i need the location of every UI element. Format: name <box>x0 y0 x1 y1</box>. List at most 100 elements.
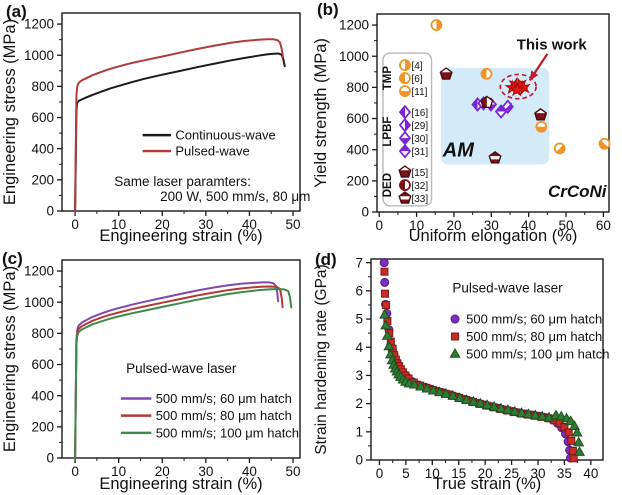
svg-text:[4]: [4] <box>411 61 422 72</box>
svg-text:5: 5 <box>402 466 410 481</box>
svg-text:40: 40 <box>242 217 257 232</box>
svg-text:20: 20 <box>155 464 170 479</box>
svg-text:Strain hardening rate (GPa): Strain hardening rate (GPa) <box>313 264 330 454</box>
panel-b-label: (b) <box>317 0 339 19</box>
svg-text:1200: 1200 <box>339 18 369 33</box>
svg-text:Pulsed-wave laser: Pulsed-wave laser <box>452 280 563 295</box>
svg-text:Engineering strain (%): Engineering strain (%) <box>99 227 262 245</box>
svg-text:500 mm/s; 100 μm hatch: 500 mm/s; 100 μm hatch <box>466 347 609 362</box>
svg-text:6: 6 <box>355 283 363 298</box>
svg-text:AM: AM <box>442 140 475 162</box>
chart-a-stress-strain: 0 10 20 30 40 50 0 200 400 600 800 1000 1200 Same las… <box>1 12 310 245</box>
svg-text:200: 200 <box>346 173 369 188</box>
svg-text:[32]: [32] <box>411 181 428 192</box>
svg-text:500 mm/s; 60 μm hatch: 500 mm/s; 60 μm hatch <box>466 312 602 327</box>
svg-text:2: 2 <box>355 396 363 411</box>
panel-d-label: (d) <box>315 250 337 269</box>
svg-text:50: 50 <box>286 464 301 479</box>
svg-text:200: 200 <box>31 419 54 434</box>
svg-text:500 mm/s; 100 μm hatch: 500 mm/s; 100 μm hatch <box>156 425 299 440</box>
svg-text:1200: 1200 <box>24 17 54 32</box>
svg-text:Engineering stress (MPa): Engineering stress (MPa) <box>1 19 19 205</box>
svg-text:Engineering strain (%): Engineering strain (%) <box>99 475 262 493</box>
chart-d-strain-hardening: 0 5 10 15 20 25 30 35 40 0 1 2 3 4 5 6 7 Pulsed-wave lase… <box>313 255 609 493</box>
svg-text:[16]: [16] <box>411 108 428 119</box>
svg-text:[15]: [15] <box>411 168 428 179</box>
svg-text:400: 400 <box>31 141 54 156</box>
svg-text:1200: 1200 <box>24 264 54 279</box>
svg-text:[11]: [11] <box>411 87 427 98</box>
svg-text:10: 10 <box>425 466 440 481</box>
svg-text:30: 30 <box>484 218 499 233</box>
svg-text:20: 20 <box>478 466 493 481</box>
svg-text:500 mm/s; 80 μm hatch: 500 mm/s; 80 μm hatch <box>466 329 602 344</box>
svg-text:0: 0 <box>71 217 79 232</box>
svg-text:[29]: [29] <box>411 121 428 132</box>
chart-c-stress-strain-hatch: 0 10 20 30 40 50 0 200 400 600 800 1000 1200 Pulsed-w… <box>1 259 301 493</box>
svg-text:TMP: TMP <box>382 66 394 91</box>
svg-text:40: 40 <box>583 466 598 481</box>
svg-text:35: 35 <box>557 466 572 481</box>
svg-text:0: 0 <box>46 451 54 466</box>
svg-text:200: 200 <box>31 172 54 187</box>
svg-text:500 mm/s; 80 μm hatch: 500 mm/s; 80 μm hatch <box>156 408 292 423</box>
svg-text:7: 7 <box>355 255 363 270</box>
svg-text:True strain (%): True strain (%) <box>433 475 542 493</box>
svg-text:25: 25 <box>504 466 519 481</box>
svg-text:0: 0 <box>375 218 383 233</box>
svg-text:50: 50 <box>559 218 574 233</box>
svg-text:0: 0 <box>376 466 384 481</box>
svg-text:[31]: [31] <box>411 147 428 158</box>
svg-text:1: 1 <box>355 424 363 439</box>
panel-c-label: (c) <box>2 249 23 268</box>
svg-text:40: 40 <box>242 464 257 479</box>
svg-text:20: 20 <box>446 218 461 233</box>
svg-text:15: 15 <box>451 466 466 481</box>
svg-text:800: 800 <box>31 79 54 94</box>
svg-text:[30]: [30] <box>411 134 428 145</box>
svg-text:600: 600 <box>31 357 54 372</box>
svg-text:3: 3 <box>355 368 363 383</box>
svg-text:Yield strength (MPa): Yield strength (MPa) <box>312 38 330 188</box>
chart-b-yield-vs-elongation: AM0 10 20 30 40 50 60020040060080010001200This… <box>312 13 611 245</box>
svg-text:4: 4 <box>355 340 363 355</box>
svg-text:0: 0 <box>46 204 54 219</box>
svg-text:Pulsed-wave: Pulsed-wave <box>175 144 249 159</box>
svg-text:30: 30 <box>198 217 213 232</box>
svg-text:[33]: [33] <box>411 194 428 205</box>
svg-text:1000: 1000 <box>24 48 54 63</box>
svg-text:5: 5 <box>355 312 363 327</box>
svg-text:40: 40 <box>521 218 536 233</box>
panel-a-label: (a) <box>6 2 27 21</box>
svg-text:Pulsed-wave laser: Pulsed-wave laser <box>126 361 237 376</box>
svg-text:800: 800 <box>31 326 54 341</box>
svg-text:30: 30 <box>530 466 545 481</box>
svg-text:400: 400 <box>31 388 54 403</box>
svg-text:30: 30 <box>198 464 213 479</box>
svg-text:10: 10 <box>111 217 126 232</box>
svg-text:10: 10 <box>409 218 424 233</box>
svg-text:1000: 1000 <box>339 49 369 64</box>
svg-text:600: 600 <box>346 111 369 126</box>
svg-text:CrCoNi: CrCoNi <box>548 182 608 201</box>
svg-text:[6]: [6] <box>411 74 422 85</box>
svg-text:Same laser paramters:: Same laser paramters: <box>114 174 251 189</box>
svg-text:0: 0 <box>355 453 363 468</box>
svg-text:50: 50 <box>286 217 301 232</box>
svg-text:500 mm/s; 60 μm hatch: 500 mm/s; 60 μm hatch <box>156 391 292 406</box>
svg-text:This work: This work <box>517 37 588 54</box>
svg-text:200 W, 500 mm/s, 80 μm: 200 W, 500 mm/s, 80 μm <box>160 189 310 204</box>
svg-text:0: 0 <box>71 464 79 479</box>
panel-b: (b) AM 0 10 20 30 40 50 60 0 200 400 600 800 1000 1200… <box>311 0 622 247</box>
svg-text:LPBF: LPBF <box>382 117 394 147</box>
svg-text:Engineering stress (MPa): Engineering stress (MPa) <box>1 266 19 452</box>
svg-text:Uniform elongation (%): Uniform elongation (%) <box>409 227 578 245</box>
svg-text:20: 20 <box>155 217 170 232</box>
panel-a: (a) 0 10 20 30 40 50 0 200 400 600 800 1000 1200 Same… <box>0 0 311 247</box>
svg-text:0: 0 <box>361 205 369 220</box>
svg-text:Continuous-wave: Continuous-wave <box>175 128 275 143</box>
svg-text:400: 400 <box>346 142 369 157</box>
svg-text:800: 800 <box>346 80 369 95</box>
svg-text:600: 600 <box>31 110 54 125</box>
